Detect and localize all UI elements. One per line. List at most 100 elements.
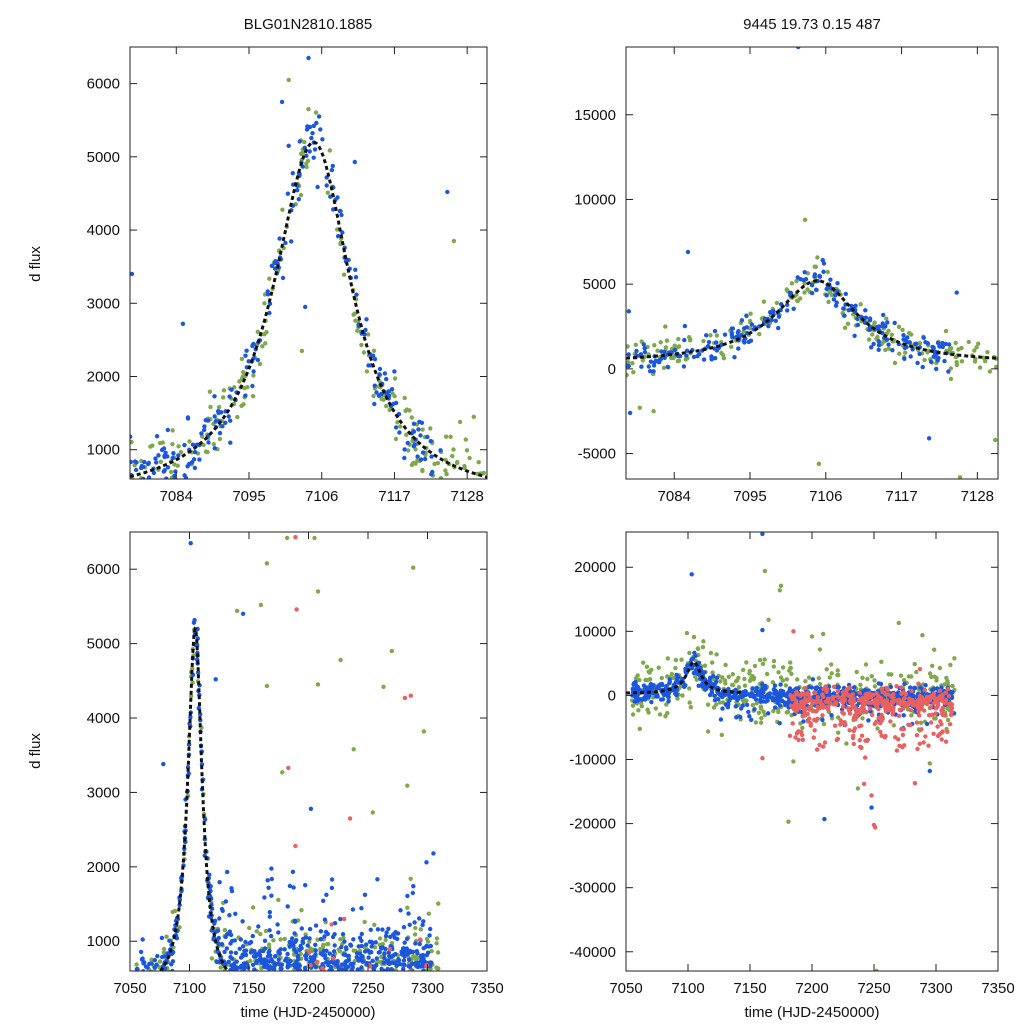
point-blue <box>627 410 633 416</box>
point-blue <box>154 460 159 465</box>
point-blue <box>363 327 368 333</box>
point-blue <box>233 950 239 956</box>
point-red <box>835 736 841 742</box>
point-blue <box>160 981 164 985</box>
point-green <box>353 318 358 323</box>
point-green <box>669 671 674 677</box>
point-blue <box>834 300 839 305</box>
y-tick-label: -5000 <box>578 446 616 463</box>
point-red <box>898 701 903 707</box>
point-blue <box>185 464 190 469</box>
y-tick-label: 0 <box>608 361 616 378</box>
point-green <box>278 937 283 942</box>
point-green <box>688 705 693 710</box>
point-blue <box>226 414 231 419</box>
point-blue <box>217 430 223 436</box>
point-red <box>850 735 856 741</box>
point-blue <box>626 363 630 369</box>
point-green <box>829 662 834 667</box>
point-green <box>883 347 888 353</box>
point-red <box>789 695 795 700</box>
point-blue <box>420 922 425 928</box>
point-green <box>673 657 679 663</box>
point-green <box>172 462 177 467</box>
point-blue <box>738 714 743 720</box>
point-green <box>262 332 267 337</box>
point-red <box>321 967 326 971</box>
point-green <box>164 985 168 989</box>
point-green <box>972 359 978 364</box>
point-red <box>294 607 299 612</box>
y-tick-label: 4000 <box>87 710 120 727</box>
point-blue <box>329 968 334 971</box>
point-blue <box>649 699 654 705</box>
point-blue <box>915 360 920 366</box>
point-red <box>857 738 862 743</box>
point-green <box>729 682 735 688</box>
point-red <box>841 696 846 702</box>
point-green <box>770 680 776 685</box>
point-blue <box>632 699 637 704</box>
point-blue <box>636 685 641 690</box>
point-blue <box>231 963 237 968</box>
point-green <box>794 279 799 284</box>
point-green <box>786 819 791 824</box>
point-red <box>931 701 936 706</box>
point-green <box>641 660 646 665</box>
point-red <box>923 734 928 739</box>
point-red <box>861 781 867 787</box>
point-green <box>379 396 384 402</box>
point-red <box>790 721 795 726</box>
point-blue <box>420 450 426 455</box>
point-blue <box>233 911 238 916</box>
point-green <box>165 991 169 995</box>
point-red <box>347 816 353 821</box>
point-blue <box>346 957 351 963</box>
point-red <box>859 733 865 738</box>
point-green <box>455 459 460 465</box>
point-green <box>922 357 927 363</box>
point-blue <box>772 683 778 688</box>
point-blue <box>222 949 227 955</box>
point-green <box>730 672 735 677</box>
point-blue <box>310 131 315 136</box>
point-green <box>637 726 642 731</box>
point-green <box>761 299 767 304</box>
point-blue <box>902 681 907 687</box>
point-green <box>178 450 184 455</box>
point-blue <box>372 383 377 388</box>
point-green <box>479 480 483 484</box>
point-blue <box>867 318 873 323</box>
point-blue <box>313 948 318 953</box>
point-red <box>863 693 868 699</box>
point-blue <box>148 994 152 998</box>
point-blue <box>411 884 416 889</box>
point-green <box>476 460 481 465</box>
point-blue <box>748 693 753 699</box>
point-green <box>464 448 470 453</box>
point-blue <box>888 684 894 690</box>
point-blue <box>370 353 376 358</box>
y-tick-label: 4000 <box>87 222 120 239</box>
point-blue <box>412 920 417 925</box>
point-blue <box>256 924 261 929</box>
point-blue <box>672 347 678 353</box>
y-tick-label: 15000 <box>574 107 616 124</box>
point-green <box>260 344 265 349</box>
point-blue <box>626 309 631 314</box>
point-red <box>821 686 826 692</box>
point-green <box>889 672 894 677</box>
point-blue <box>202 427 207 433</box>
point-green <box>673 665 678 671</box>
point-green <box>383 937 388 943</box>
point-green <box>918 720 924 725</box>
point-blue <box>144 488 148 492</box>
point-red <box>308 963 313 968</box>
point-blue <box>146 460 151 466</box>
point-green <box>741 667 746 673</box>
point-blue <box>711 673 716 679</box>
point-green <box>389 648 394 654</box>
x-tick-label: 7150 <box>232 980 265 997</box>
point-red <box>885 705 890 711</box>
